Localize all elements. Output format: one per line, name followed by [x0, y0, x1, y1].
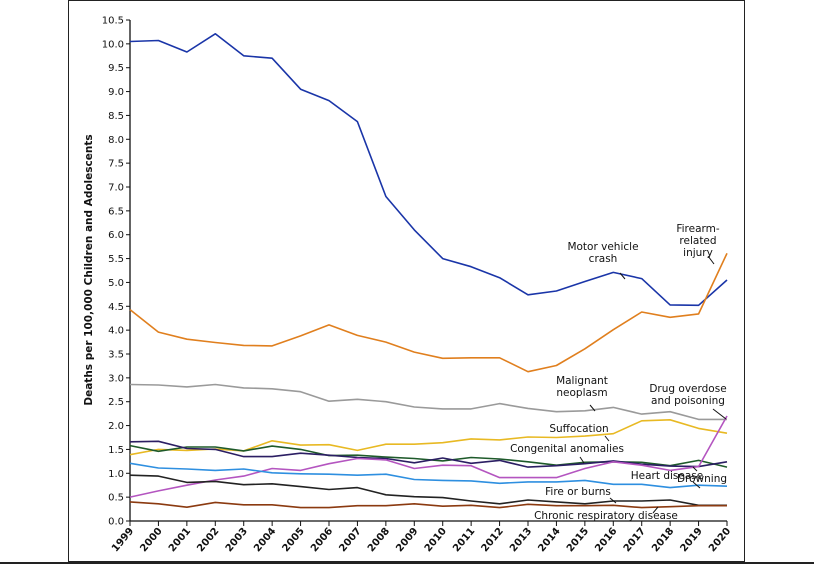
y-tick-label: 5.5 [108, 254, 124, 265]
y-tick-label: 9.5 [108, 63, 124, 74]
annotation-chronic-respiratory-disease: Chronic respiratory disease [534, 510, 678, 522]
annotation-line: Chronic respiratory disease [534, 510, 678, 522]
y-axis-label: Deaths per 100,000 Children and Adolesce… [83, 134, 95, 405]
y-tick-label: 3.0 [108, 373, 124, 384]
annotation-line: related [679, 235, 716, 247]
x-tick-label: 2010 [423, 526, 449, 554]
y-tick-label: 8.0 [108, 135, 124, 146]
y-tick-label: 2.0 [108, 421, 124, 432]
x-tick-label: 2003 [224, 526, 250, 554]
series-line-chronic-respiratory-disease [129, 501, 727, 509]
leader-line-malignant-neoplasm [589, 404, 596, 412]
x-tick-label: 2000 [138, 526, 164, 554]
leader-line-chronic-respiratory-disease [652, 506, 659, 514]
x-tick-label: 2005 [281, 526, 307, 554]
annotation-line: injury [683, 247, 713, 259]
leader-line-drug-overdose-and-poisoning [712, 408, 727, 420]
x-tick-label: 2008 [366, 526, 392, 554]
x-tick-label: 2019 [679, 526, 705, 554]
annotation-motor-vehicle-crash: Motor vehicle crash [567, 241, 638, 265]
leader-line-firearm-related-injury [707, 255, 715, 265]
annotation-line: Fire or burns [545, 486, 611, 498]
y-tick-label: 1.5 [108, 445, 124, 456]
annotation-line: neoplasm [556, 387, 607, 399]
bottom-rule [0, 562, 814, 564]
x-tick-label: 2018 [650, 526, 676, 554]
x-tick-label: 2002 [195, 526, 221, 554]
y-tick-label: 10.5 [102, 16, 124, 27]
annotation-drug-overdose-and-poisoning: Drug overdose and poisoning [649, 383, 726, 407]
y-tick-label: 4.5 [108, 302, 124, 313]
x-tick-label: 2011 [451, 526, 477, 554]
annotation-drowning: Drowning [677, 473, 727, 485]
x-tick-label: 2004 [252, 526, 278, 554]
annotation-heart-disease: Heart disease [631, 470, 703, 482]
annotation-firearm-related-injury: Firearm-related injury [676, 223, 720, 259]
x-tick-label: 2007 [337, 526, 363, 554]
annotation-line: Motor vehicle [567, 241, 638, 253]
leader-line-heart-disease [692, 481, 701, 489]
leader-line-suffocation [604, 435, 610, 442]
leader-line-drowning [692, 466, 698, 472]
series-line-firearm-related-injury [129, 252, 728, 373]
y-tick-label: 0.5 [108, 493, 124, 504]
series-line-malignant-neoplasm [129, 383, 727, 421]
x-tick-label: 2015 [565, 526, 591, 554]
x-tick-label: 2013 [508, 526, 534, 554]
annotation-line: Congenital anomalies [510, 443, 624, 455]
series-line-fire-or-burns [129, 474, 727, 507]
x-tick-label: 2017 [622, 526, 648, 554]
series-lines [129, 32, 728, 509]
series-line-suffocation [129, 418, 728, 456]
x-tick-label: 2009 [394, 526, 420, 554]
y-tick-label: 7.5 [108, 159, 124, 170]
annotation-malignant-neoplasm: Malignant neoplasm [556, 375, 608, 399]
annotation-suffocation: Suffocation [549, 423, 608, 435]
leader-line-congenital-anomalies [579, 456, 585, 464]
series-line-drowning [129, 440, 728, 468]
series-line-drug-overdose-and-poisoning [129, 415, 728, 498]
x-tick-label: 1999 [110, 526, 136, 554]
annotation-line: Drug overdose [649, 383, 726, 395]
y-tick-label: 1.0 [108, 469, 124, 480]
y-tick-label: 2.5 [108, 397, 124, 408]
annotations: Motor vehicle crash Firearm-related injury M… [510, 223, 727, 522]
annotation-line: and poisoning [651, 395, 725, 407]
x-tick-label: 2012 [480, 526, 506, 554]
annotation-line: Malignant [556, 375, 608, 387]
y-tick-label: 5.0 [108, 278, 124, 289]
y-tick-label: 4.0 [108, 326, 124, 337]
y-tick-label: 6.0 [108, 230, 124, 241]
y-tick-label: 0.0 [108, 517, 124, 528]
annotation-line: crash [589, 253, 618, 265]
series-line-heart-disease [129, 462, 728, 489]
y-tick-label: 9.0 [108, 87, 124, 98]
y-tick-label: 6.5 [108, 206, 124, 217]
annotation-line: Suffocation [549, 423, 608, 435]
y-tick-label: 3.5 [108, 350, 124, 361]
x-tick-label: 2014 [536, 526, 562, 554]
annotation-line: Heart disease [631, 470, 703, 482]
x-tick-label: 2016 [593, 526, 619, 554]
y-tick-label: 10.0 [102, 39, 124, 50]
x-tick-label: 2001 [167, 526, 193, 554]
annotation-line: Drowning [677, 473, 727, 485]
y-tick-label: 8.5 [108, 111, 124, 122]
y-tick-label: 7.0 [108, 183, 124, 194]
leader-line-motor-vehicle-crash [619, 272, 626, 280]
leader-line-fire-or-burns [609, 497, 617, 504]
annotation-fire-or-burns: Fire or burns [545, 486, 611, 498]
annotation-congenital-anomalies: Congenital anomalies [510, 443, 624, 455]
x-tick-label: 2020 [707, 526, 733, 554]
series-line-motor-vehicle-crash [129, 32, 728, 307]
annotation-line: Firearm- [676, 223, 720, 235]
figure-frame [68, 0, 745, 562]
x-tick-label: 2006 [309, 526, 335, 554]
